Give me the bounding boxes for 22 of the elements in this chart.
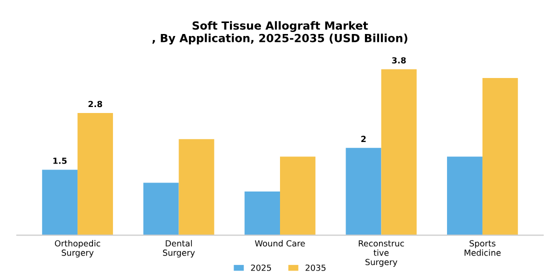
x-tick-label: Dental Surgery	[163, 240, 195, 258]
bar	[482, 78, 518, 236]
x-tick-label: Orthopedic Surgery	[54, 240, 100, 258]
data-label: 3.8	[392, 57, 406, 64]
data-label: 1.5	[53, 158, 67, 164]
bar	[447, 156, 482, 236]
bar	[143, 182, 179, 236]
x-tick-label: Wound Care	[254, 240, 305, 247]
bar	[346, 148, 382, 236]
data-label: 2.8	[88, 100, 102, 108]
chart-title: Soft Tissue Allograft Market , By Application, 2025-2035 (USD Billion)	[152, 21, 408, 45]
x-tick-label: Sports Medicine	[464, 240, 501, 256]
bar	[280, 156, 316, 236]
bar	[78, 112, 113, 236]
legend-label: 2035	[306, 264, 326, 271]
data-label: 2	[361, 136, 366, 142]
bar	[178, 139, 214, 236]
x-tick-label: Reconstruc tive Surgery	[358, 240, 404, 267]
bar	[381, 69, 417, 236]
bar	[244, 192, 280, 236]
bar	[42, 170, 78, 236]
legend-label: 2025	[251, 264, 271, 271]
